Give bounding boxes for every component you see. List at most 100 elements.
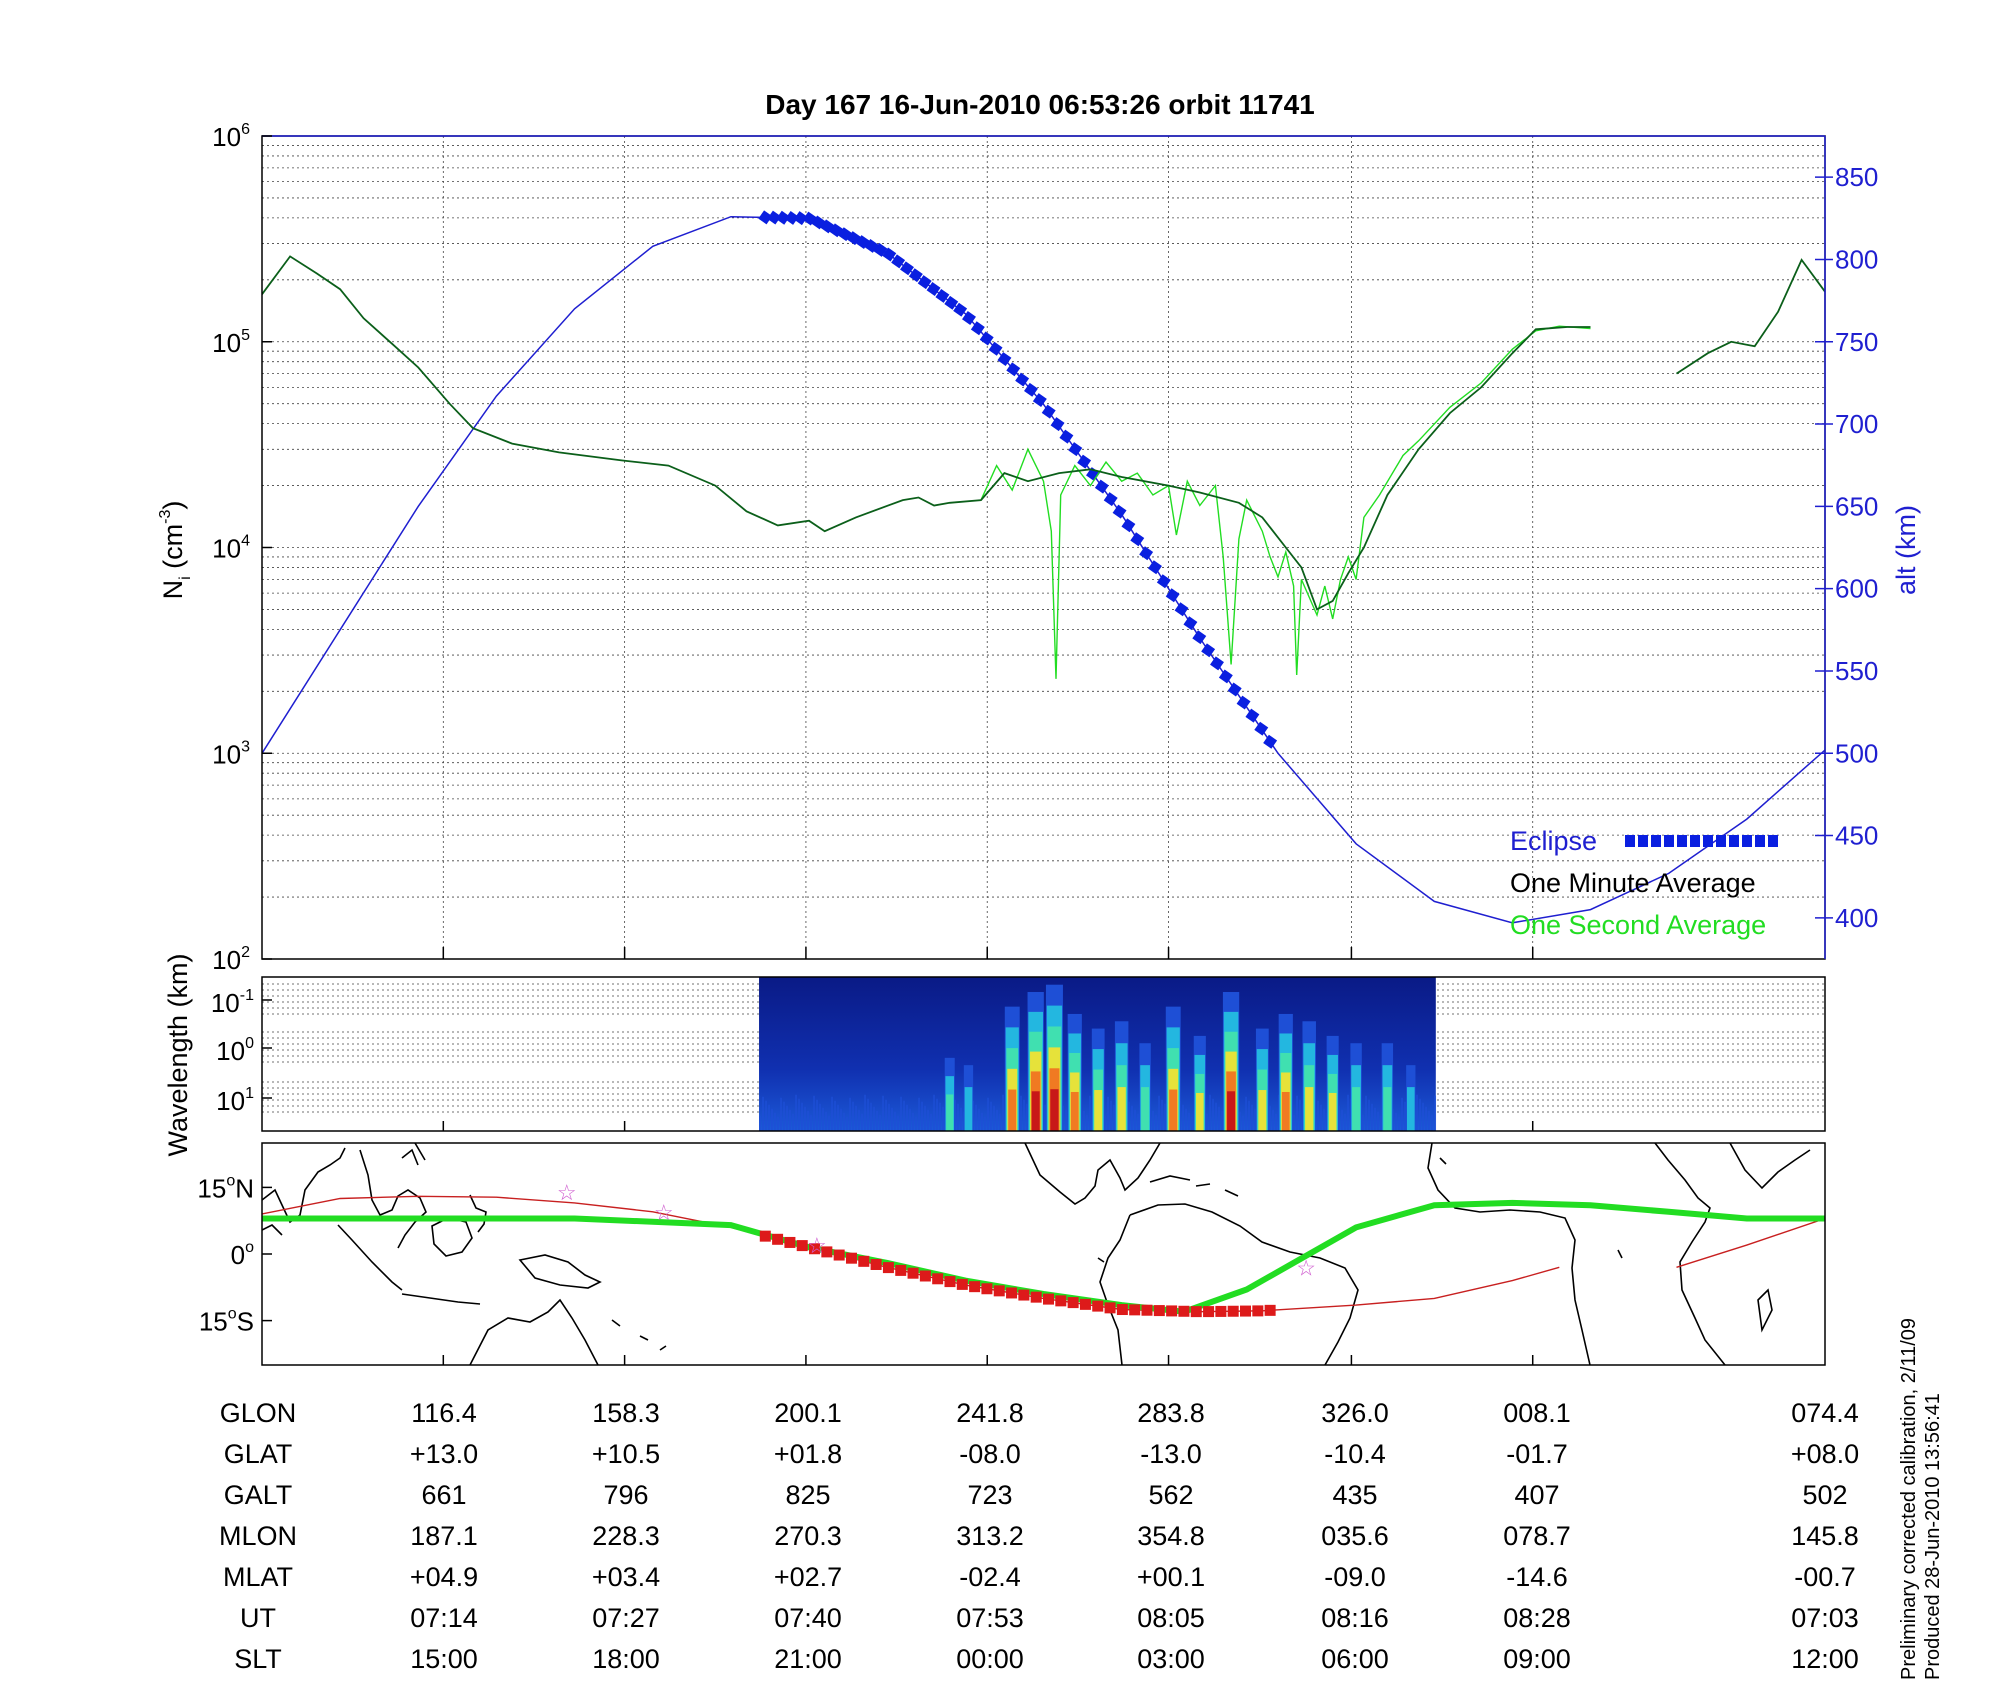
- spectrogram-streak: [1362, 1114, 1365, 1131]
- eclipse-track-marker: [1203, 1306, 1215, 1318]
- table-cell: 723: [967, 1480, 1012, 1510]
- eclipse-marker: [1077, 454, 1092, 469]
- eclipse-track-marker: [907, 1267, 919, 1279]
- spectrogram-streak: [999, 1113, 1002, 1131]
- spectrogram-streak: [1431, 1114, 1434, 1131]
- eclipse-marker: [1006, 362, 1021, 377]
- spectrogram-streak: [1002, 1094, 1005, 1131]
- table-cell: 07:14: [410, 1603, 478, 1633]
- coast-pacific-islands: [611, 1319, 667, 1351]
- lat-tick-label: 0o: [231, 1239, 254, 1270]
- eclipse-marker: [944, 295, 959, 310]
- spectrogram-streak: [1374, 1107, 1377, 1131]
- side-note-line2: Produced 28-Jun-2010 13:56:41: [1922, 1393, 1944, 1680]
- one-second-average-line: [980, 325, 1591, 679]
- table-cell: 21:00: [774, 1644, 842, 1674]
- coast-sumatra: [337, 1224, 403, 1291]
- spectrogram-streak: [1344, 1113, 1347, 1131]
- alt-tick-label: 800: [1835, 244, 1878, 274]
- eclipse-marker: [1227, 682, 1242, 697]
- y-tick-label: 104: [212, 533, 250, 564]
- coast-philippines: [469, 1194, 487, 1233]
- spectrogram-streak: [807, 1110, 810, 1131]
- spectrogram-streak: [1434, 1095, 1437, 1131]
- table-cell: -09.0: [1324, 1562, 1386, 1592]
- alt-tick-label: 750: [1835, 327, 1878, 357]
- spectrogram-streak: [1134, 1109, 1137, 1131]
- eclipse-marker: [935, 288, 950, 303]
- table-cell: 00:00: [956, 1644, 1024, 1674]
- eclipse-marker: [891, 254, 906, 269]
- spectrogram-streak: [894, 1111, 897, 1131]
- eclipse-marker: [997, 352, 1012, 366]
- table-cell: 313.2: [956, 1521, 1024, 1551]
- eclipse-marker: [908, 268, 923, 283]
- spectrogram-streak: [1128, 1101, 1131, 1131]
- eclipse-track-marker: [809, 1243, 821, 1255]
- spectrogram-streak: [1062, 1105, 1065, 1131]
- spectrogram-streak: [879, 1114, 882, 1131]
- coast-horn-africa: [262, 1224, 283, 1236]
- spectrogram-streak: [1113, 1104, 1116, 1131]
- eclipse-track-marker: [1129, 1304, 1141, 1316]
- table-cell: 12:00: [1791, 1644, 1859, 1674]
- legend-eclipse-label: Eclipse: [1510, 826, 1597, 856]
- eclipse-track-marker: [1264, 1304, 1276, 1316]
- coast-arabia: [1729, 1143, 1811, 1190]
- eclipse-marker: [1165, 588, 1180, 603]
- spectrogram-burst-layer: [1258, 1090, 1267, 1131]
- spectrogram-streak: [1086, 1114, 1089, 1131]
- spectrogram-streak: [1188, 1112, 1191, 1131]
- spectrogram-streak: [1089, 1095, 1092, 1131]
- spectrogram-streak: [1158, 1095, 1161, 1131]
- spectrogram-streak: [933, 1094, 936, 1131]
- table-cell: -14.6: [1506, 1562, 1568, 1592]
- spectrogram-streak: [1254, 1108, 1257, 1131]
- spectrogram-streak: [1368, 1099, 1371, 1131]
- coast-new-guinea: [518, 1254, 602, 1289]
- spectrogram-streak: [1296, 1095, 1299, 1131]
- spectrogram-streak: [831, 1096, 834, 1131]
- table-row-label: MLON: [219, 1521, 297, 1551]
- spectrogram-streak: [819, 1103, 822, 1131]
- spectrogram-streak: [810, 1114, 813, 1131]
- spectrogram-streak: [1395, 1112, 1398, 1131]
- spectrogram-streak: [798, 1098, 801, 1131]
- eclipse-track-marker: [858, 1255, 870, 1267]
- coast-east-africa: [1654, 1143, 1726, 1365]
- eclipse-track-marker: [759, 1230, 771, 1242]
- table-cell: 326.0: [1321, 1398, 1389, 1428]
- eclipse-track-marker: [796, 1240, 808, 1252]
- coast-india-arabia: [262, 1147, 346, 1224]
- table-cell: 03:00: [1137, 1644, 1205, 1674]
- one-minute-average-line: [262, 255, 1591, 611]
- star-icon: ☆: [1296, 1255, 1316, 1280]
- table-cell: -00.7: [1794, 1562, 1856, 1592]
- eclipse-marker: [758, 210, 773, 225]
- eclipse-track-marker: [932, 1273, 944, 1285]
- eclipse-marker: [793, 211, 808, 226]
- spectrogram-streak: [1422, 1102, 1425, 1131]
- spectrogram-streak: [876, 1110, 879, 1131]
- spectrogram-streak: [873, 1106, 876, 1131]
- eclipse-marker: [1094, 479, 1109, 494]
- spectrogram-streak: [1026, 1103, 1029, 1131]
- table-cell: 187.1: [410, 1521, 478, 1551]
- spectrogram-streak: [1191, 1116, 1194, 1131]
- spectrogram-burst-layer: [1008, 1089, 1017, 1131]
- eclipse-track-marker: [1166, 1305, 1178, 1317]
- table-cell: -10.4: [1324, 1439, 1386, 1469]
- spectrogram-streak: [1131, 1105, 1134, 1131]
- eclipse-track-marker: [1141, 1304, 1153, 1316]
- eclipse-track-marker: [882, 1262, 894, 1274]
- spectrogram-streak: [855, 1105, 858, 1131]
- table-cell: 116.4: [411, 1398, 477, 1428]
- spectrogram-streak: [1152, 1110, 1155, 1131]
- spectrogram-y-ticks: 10-1 100 101: [211, 987, 272, 1116]
- side-note: Preliminary corrected calibration, 2/11/…: [1898, 1318, 1944, 1680]
- alt-tick-label: 850: [1835, 162, 1878, 192]
- spectrogram-streak: [1377, 1111, 1380, 1131]
- spectrogram-streak: [1401, 1097, 1404, 1131]
- spectrogram-streak: [984, 1116, 987, 1131]
